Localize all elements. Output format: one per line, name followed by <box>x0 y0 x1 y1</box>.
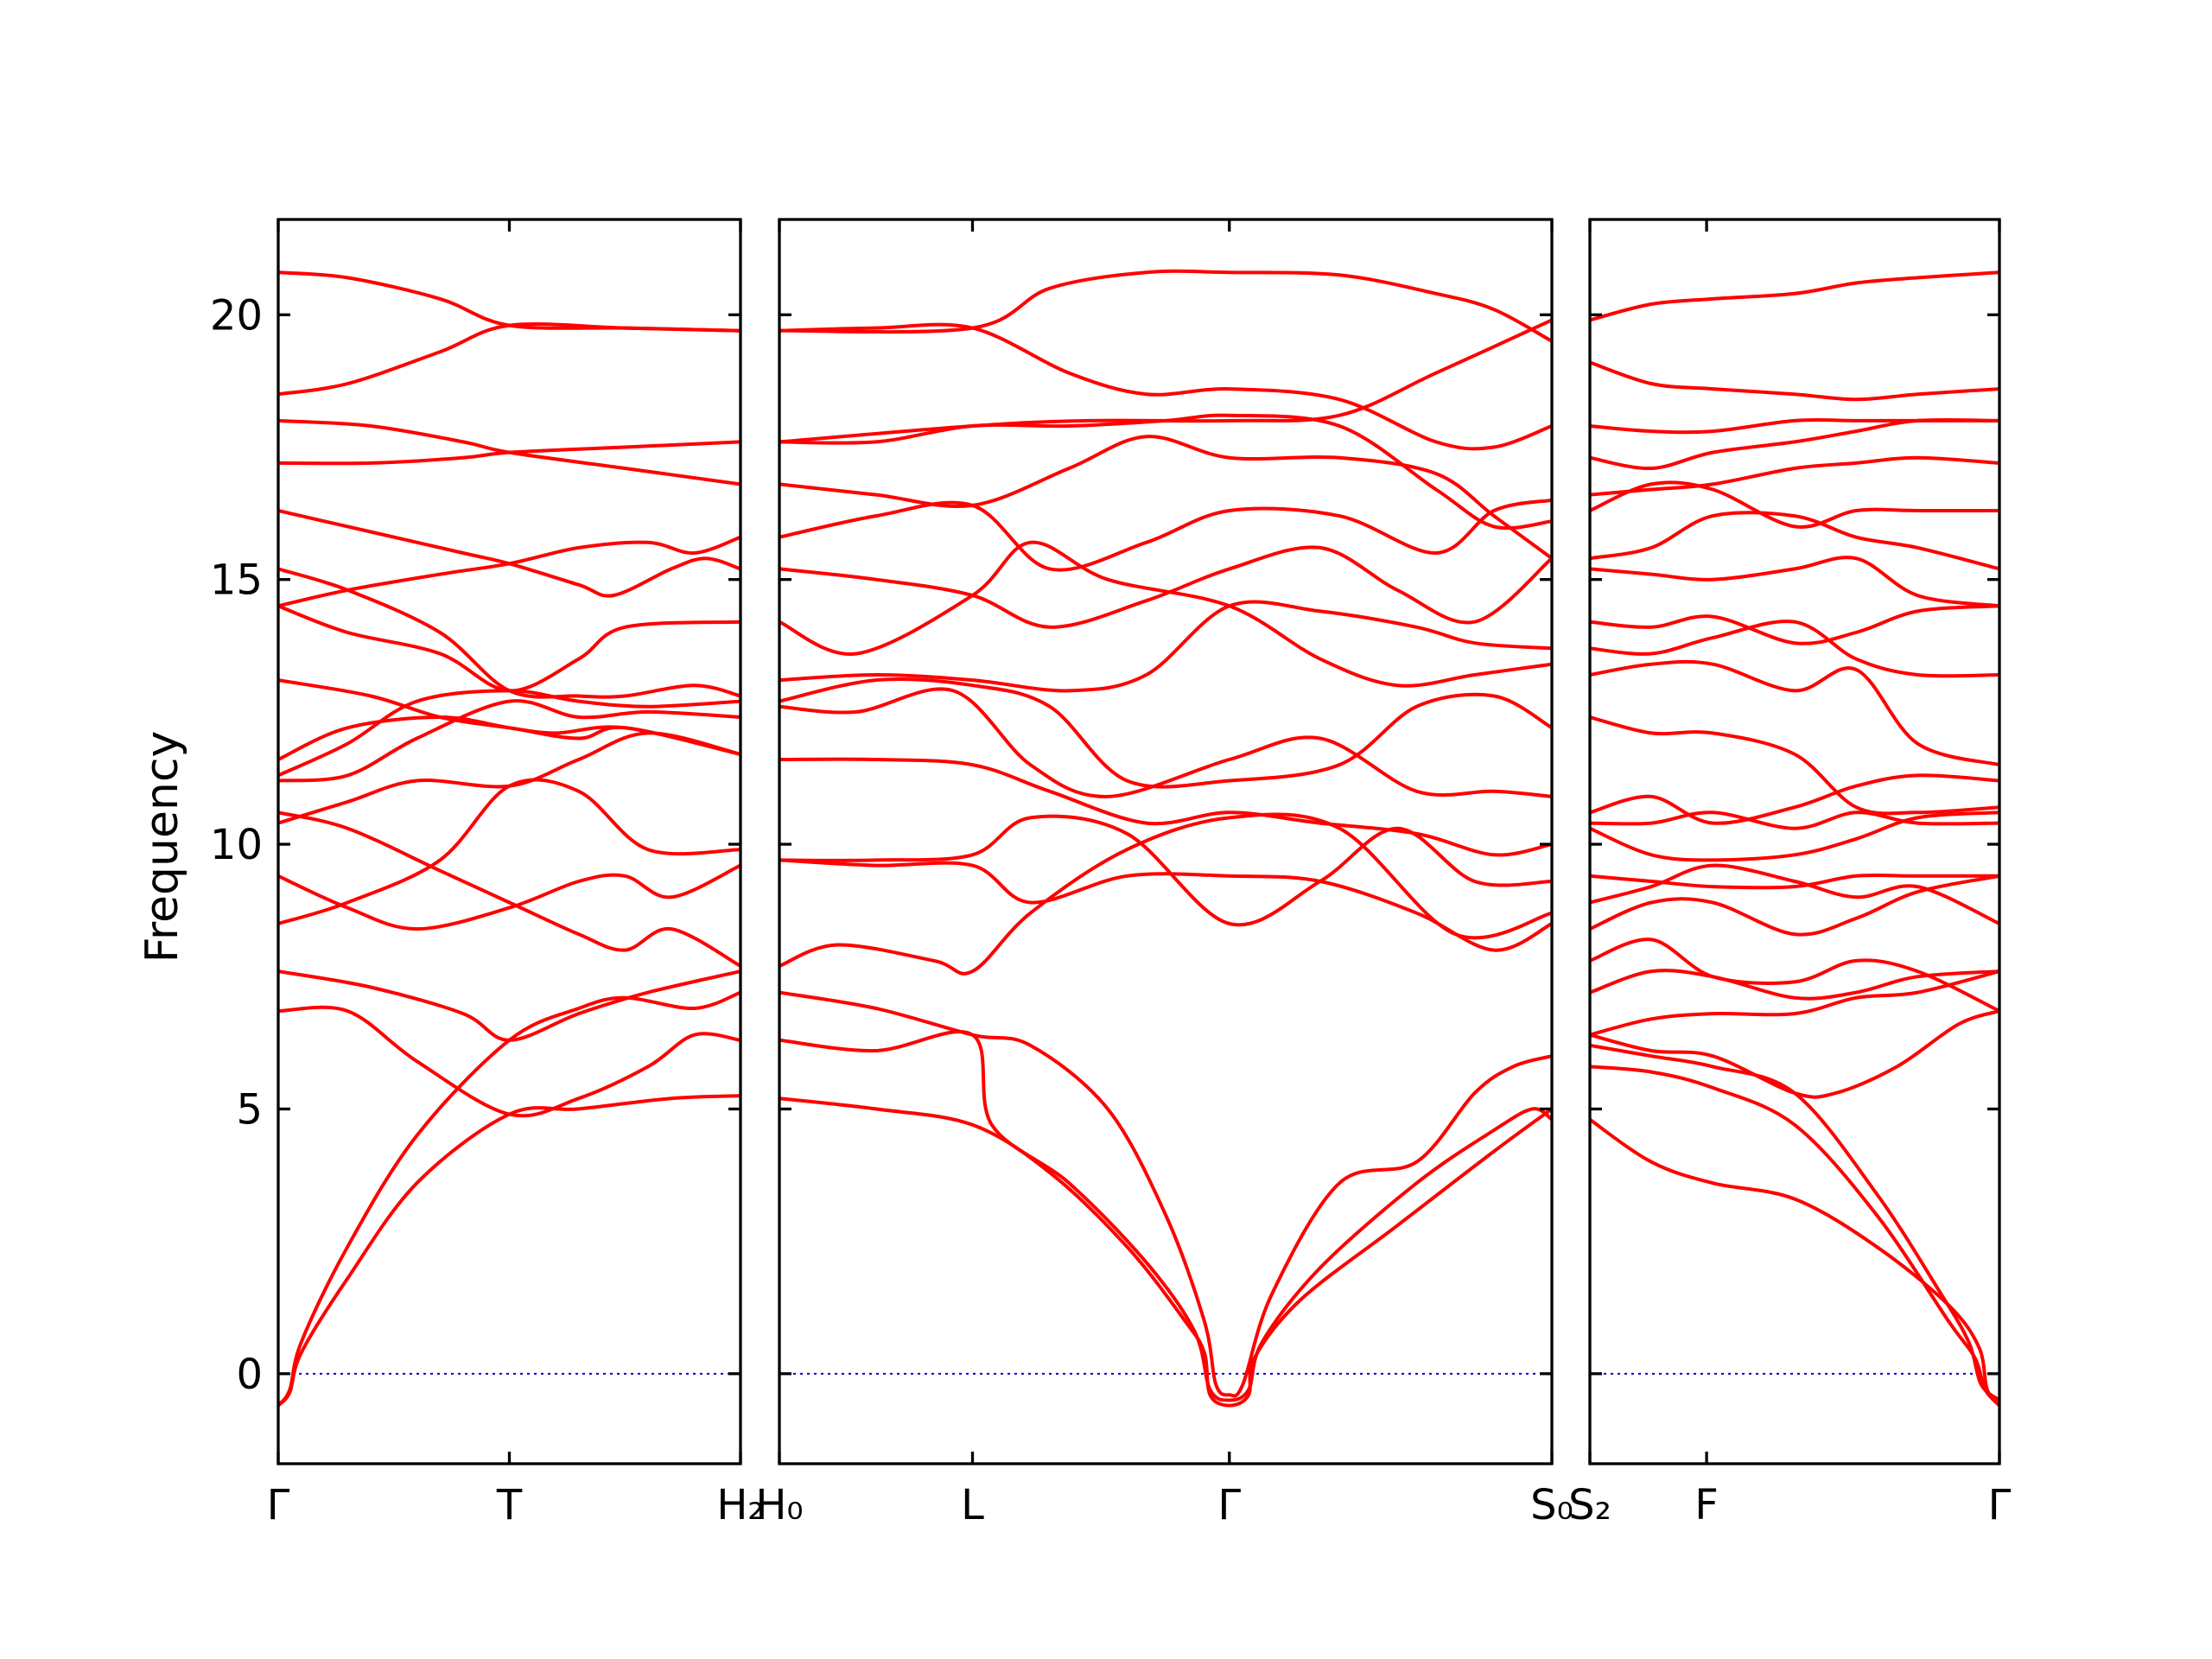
band-3-4 <box>1590 1009 1999 1099</box>
band-2-14 <box>779 435 1552 561</box>
y-tick-label: 10 <box>210 821 263 869</box>
band-2-4 <box>779 812 1552 976</box>
band-3-22 <box>1590 417 1999 471</box>
x-tick-label: T <box>496 1481 523 1529</box>
x-tick-label: H₂ <box>716 1481 764 1529</box>
band-1-1 <box>278 1094 741 1408</box>
band-2-10 <box>779 600 1552 693</box>
band-1-7 <box>278 810 741 968</box>
band-group <box>1590 270 1999 1408</box>
band-3-23 <box>1590 417 1999 435</box>
panel-frame <box>276 218 742 1465</box>
panel-3: S₂ F Γ <box>1568 218 2012 1529</box>
band-3-11 <box>1590 810 1999 862</box>
band-3-16 <box>1590 620 1999 678</box>
band-1-19 <box>278 321 741 397</box>
band-2-13 <box>779 498 1552 572</box>
band-2-2 <box>779 1030 1552 1402</box>
band-1-20 <box>278 270 741 333</box>
y-tick-label: 15 <box>210 556 263 605</box>
band-3-25 <box>1590 270 1999 322</box>
band-1-18 <box>278 418 741 486</box>
y-tick-label: 20 <box>210 291 263 340</box>
band-3-15 <box>1590 659 1999 767</box>
band-2-9 <box>779 677 1552 789</box>
band-2-5 <box>779 858 1552 952</box>
band-2-1 <box>779 1096 1552 1408</box>
band-3-8 <box>1590 874 1999 937</box>
x-tick-label: Γ <box>267 1481 290 1529</box>
panel-frame <box>778 218 1554 1465</box>
band-2-15 <box>779 413 1552 531</box>
band-2-17 <box>779 269 1552 343</box>
band-3-5 <box>1590 969 1999 1037</box>
band-3-14 <box>1590 715 1999 816</box>
band-3-6 <box>1590 969 1999 1001</box>
panel-frame <box>1588 218 2001 1465</box>
band-3-18 <box>1590 556 1999 608</box>
band-3-19 <box>1590 511 1999 571</box>
band-1-4 <box>278 969 741 1042</box>
band-1-2 <box>278 990 741 1408</box>
band-3-24 <box>1590 360 1999 402</box>
y-tick-label: 0 <box>236 1351 263 1399</box>
panel-2: H₀ L Γ S₀ <box>755 218 1573 1529</box>
band-1-8 <box>278 731 741 825</box>
band-3-13 <box>1590 773 1999 825</box>
band-3-2 <box>1590 1065 1999 1408</box>
band-3-1 <box>1590 1117 1999 1408</box>
band-1-15 <box>278 567 741 699</box>
band-1-17 <box>278 440 741 466</box>
y-axis-label: Frequency <box>137 731 188 963</box>
band-3-20 <box>1590 480 1999 529</box>
band-3-9 <box>1590 863 1999 925</box>
band-group <box>779 269 1552 1408</box>
x-tick-label: S₀ <box>1530 1481 1573 1529</box>
band-1-13 <box>278 604 741 693</box>
band-2-11 <box>779 540 1552 688</box>
band-2-8 <box>779 687 1552 798</box>
band-3-17 <box>1590 604 1999 645</box>
band-3-7 <box>1590 938 1999 1014</box>
band-1-12 <box>278 678 741 756</box>
band-1-14 <box>278 535 741 608</box>
band-2-6 <box>779 814 1552 927</box>
band-2-16 <box>779 322 1552 451</box>
panel-1: Γ T H₂ 0 5 10 15 20 <box>210 218 765 1529</box>
band-3-12 <box>1590 810 1999 830</box>
band-1-9 <box>278 699 741 783</box>
band-1-3 <box>278 1005 741 1118</box>
band-3-21 <box>1590 455 1999 497</box>
band-1-16 <box>278 509 741 598</box>
band-2-7 <box>779 757 1552 857</box>
band-2-18 <box>779 318 1552 444</box>
band-group <box>278 270 741 1408</box>
x-tick-label: Γ <box>1988 1481 2012 1529</box>
band-3-3 <box>1590 1043 1999 1402</box>
band-1-10 <box>278 689 741 778</box>
x-tick-label: Γ <box>1217 1481 1241 1529</box>
band-1-6 <box>278 863 741 931</box>
x-tick-label: H₀ <box>755 1481 803 1529</box>
x-tick-label: L <box>961 1481 984 1529</box>
x-tick-label: F <box>1694 1481 1719 1529</box>
band-2-3 <box>779 990 1552 1398</box>
y-tick-label: 5 <box>236 1085 263 1134</box>
band-2-12 <box>779 545 1552 629</box>
x-tick-label: S₂ <box>1568 1481 1611 1529</box>
band-3-10 <box>1590 873 1999 890</box>
